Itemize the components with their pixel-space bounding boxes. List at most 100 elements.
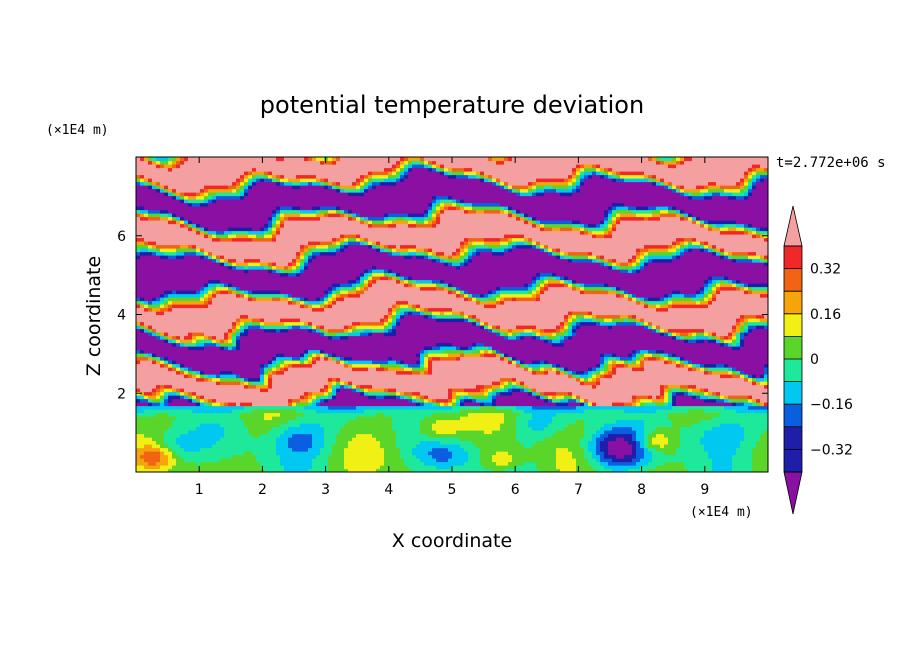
field-cell — [372, 412, 377, 417]
field-cell — [320, 384, 325, 389]
field-cell — [524, 458, 529, 463]
field-cell — [220, 433, 225, 438]
field-cell — [336, 458, 341, 463]
field-cell — [440, 402, 445, 407]
field-cell — [396, 363, 401, 368]
field-cell — [188, 405, 193, 410]
field-cell — [640, 388, 645, 393]
field-cell — [712, 468, 717, 472]
field-cell — [764, 426, 768, 431]
field-cell — [372, 454, 377, 459]
field-cell — [148, 402, 153, 407]
field-cell — [644, 465, 649, 470]
field-cell — [352, 458, 357, 463]
field-cell — [616, 426, 621, 431]
field-cell — [216, 388, 221, 393]
field-cell — [624, 430, 629, 435]
field-cell — [340, 360, 345, 365]
field-cell — [164, 363, 169, 368]
field-cell — [172, 451, 177, 456]
field-cell — [572, 409, 577, 414]
field-cell — [280, 465, 285, 470]
field-cell — [136, 377, 141, 382]
field-cell — [652, 430, 657, 435]
field-cell — [704, 426, 709, 431]
field-cell — [548, 465, 553, 470]
field-cell — [628, 468, 633, 472]
field-cell — [160, 363, 165, 368]
field-cell — [724, 391, 729, 396]
field-cell — [332, 391, 337, 396]
field-cell — [384, 381, 389, 386]
field-cell — [276, 468, 281, 472]
field-cell — [168, 360, 173, 365]
field-cell — [172, 388, 177, 393]
field-cell — [340, 447, 345, 452]
field-cell — [660, 419, 665, 424]
field-cell — [204, 447, 209, 452]
field-cell — [328, 388, 333, 393]
field-cell — [628, 433, 633, 438]
field-cell — [136, 395, 141, 400]
field-cell — [424, 409, 429, 414]
field-cell — [176, 468, 181, 472]
field-cell — [348, 363, 353, 368]
field-cell — [536, 461, 541, 466]
field-cell — [220, 384, 225, 389]
field-cell — [464, 426, 469, 431]
field-cell — [400, 391, 405, 396]
field-cell — [452, 384, 457, 389]
field-cell — [500, 416, 505, 421]
field-cell — [192, 447, 197, 452]
field-cell — [140, 409, 145, 414]
field-cell — [156, 437, 161, 442]
field-cell — [720, 395, 725, 400]
field-cell — [524, 370, 529, 375]
field-cell — [168, 426, 173, 431]
field-cell — [316, 458, 321, 463]
field-cell — [168, 367, 173, 372]
field-cell — [508, 412, 513, 417]
field-cell — [380, 451, 385, 456]
field-cell — [164, 391, 169, 396]
field-cell — [564, 465, 569, 470]
field-cell — [256, 468, 261, 472]
field-cell — [300, 454, 305, 459]
field-cell — [728, 440, 733, 445]
field-cell — [648, 409, 653, 414]
field-cell — [592, 454, 597, 459]
field-cell — [144, 395, 149, 400]
field-cell — [204, 363, 209, 368]
field-cell — [756, 426, 761, 431]
field-cell — [388, 451, 393, 456]
field-cell — [532, 444, 537, 449]
field-cell — [552, 440, 557, 445]
field-cell — [152, 440, 157, 445]
field-cell — [532, 409, 537, 414]
field-cell — [412, 451, 417, 456]
field-cell — [280, 416, 285, 421]
field-cell — [136, 381, 141, 386]
field-cell — [548, 398, 553, 403]
field-cell — [608, 447, 613, 452]
field-cell — [296, 451, 301, 456]
field-cell — [700, 370, 705, 375]
field-cell — [236, 416, 241, 421]
field-cell — [208, 405, 213, 410]
field-cell — [488, 398, 493, 403]
field-cell — [484, 360, 489, 365]
field-cell — [480, 437, 485, 442]
field-cell — [624, 416, 629, 421]
field-cell — [544, 367, 549, 372]
field-cell — [296, 367, 301, 372]
field-cell — [288, 419, 293, 424]
field-cell — [212, 468, 217, 472]
field-cell — [584, 377, 589, 382]
field-cell — [592, 384, 597, 389]
field-cell — [624, 370, 629, 375]
field-cell — [352, 451, 357, 456]
field-cell — [376, 377, 381, 382]
field-cell — [720, 377, 725, 382]
field-cell — [312, 381, 317, 386]
field-cell — [652, 402, 657, 407]
